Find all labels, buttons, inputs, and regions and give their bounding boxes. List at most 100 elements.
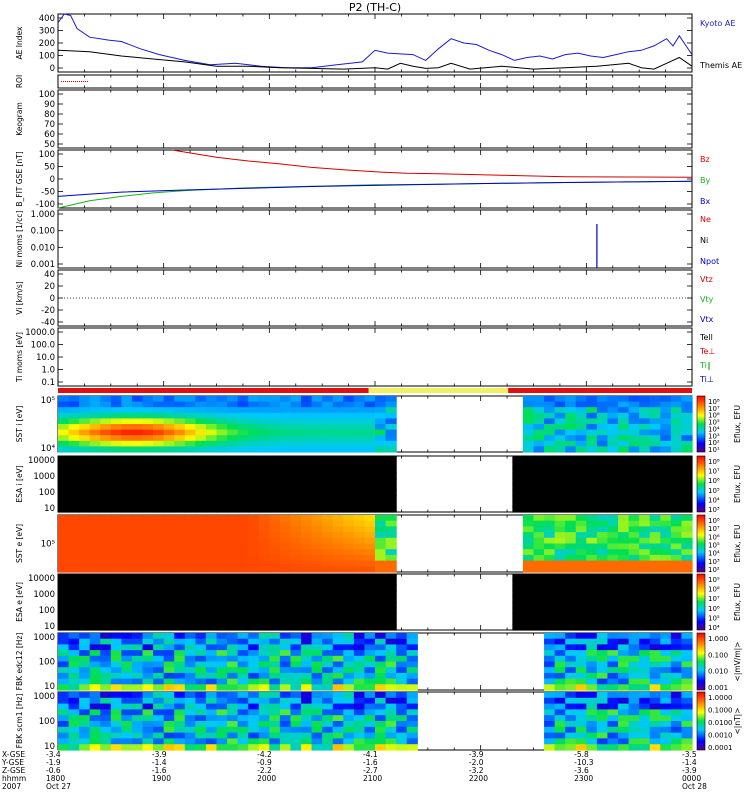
spectrogram-cell	[195, 692, 207, 699]
spectrogram-cell	[554, 435, 566, 442]
spectrogram-cell	[353, 672, 366, 680]
spectrogram-cell	[58, 602, 70, 609]
spectrogram-cell	[565, 590, 577, 597]
spectrogram-cell	[607, 526, 619, 533]
spectrogram-cell	[301, 549, 313, 556]
spectrogram-cell	[279, 721, 292, 728]
y-tick-label: 0	[50, 175, 55, 185]
spectrogram-cell	[618, 506, 630, 513]
spectrogram-cell	[301, 495, 313, 502]
spectrogram-cell	[290, 478, 302, 485]
spectrogram-cell	[375, 574, 387, 581]
spectrogram-cell	[670, 478, 683, 485]
spectrogram-cells-esa_i	[58, 456, 693, 513]
spectrogram-cell	[68, 418, 80, 425]
spectrogram-cell	[660, 495, 672, 502]
spectrogram-cell	[343, 446, 355, 453]
spectrogram-cell	[121, 633, 133, 640]
spectrogram-cell	[89, 495, 101, 502]
spectrogram-cell	[227, 672, 239, 680]
spectrogram-cell	[649, 472, 661, 479]
spectrogram-cell	[385, 515, 397, 522]
spectrogram-cell	[607, 709, 619, 716]
spectrogram-cell	[205, 560, 218, 567]
spectrogram-cell	[195, 684, 207, 691]
spectrogram-cell	[343, 661, 355, 668]
spectrogram-cell	[596, 478, 609, 485]
spectrogram-cell	[142, 515, 154, 522]
spectrogram-cell	[195, 407, 207, 414]
spectrogram-cell	[174, 515, 186, 522]
spectrogram-cell	[311, 644, 323, 651]
spectrogram-cell	[110, 435, 122, 442]
spectrogram-cell	[121, 726, 133, 734]
spectrogram-cell	[618, 585, 630, 592]
spectrogram-cell	[258, 672, 270, 680]
spectrogram-cell	[163, 435, 175, 442]
spectrogram-cell	[628, 744, 640, 751]
spectrogram-cell	[290, 678, 302, 685]
spectrogram-cell	[406, 655, 418, 663]
spectrogram-cell	[279, 401, 292, 408]
spectrogram-cell	[301, 407, 313, 414]
spectrogram-cell	[522, 478, 535, 485]
colorbar-tick-label: 0.1000	[708, 707, 733, 715]
spectrogram-cell	[163, 644, 175, 651]
spectrogram-cell	[544, 566, 556, 573]
spectrogram-cell	[153, 672, 165, 680]
spectrogram-cell	[544, 484, 556, 491]
spectrogram-cell	[58, 715, 70, 722]
spectrogram-cell	[618, 515, 630, 522]
spectrogram-cell	[311, 467, 323, 474]
spectrogram-cell	[248, 638, 260, 645]
spectrogram-cell	[163, 732, 175, 739]
spectrogram-cell	[670, 684, 683, 691]
spectrogram-cell	[681, 418, 693, 425]
spectrogram-cell	[227, 515, 239, 522]
spectrogram-cell	[174, 618, 186, 625]
spectrogram-cell	[522, 526, 535, 533]
spectrogram-cell	[607, 638, 619, 645]
spectrogram-cell	[248, 585, 260, 592]
spectrogram-cell	[79, 489, 91, 496]
spectrogram-cell	[639, 721, 651, 728]
spectrogram-cell	[618, 738, 630, 745]
panel-frame-velocity	[57, 269, 693, 327]
spectrogram-cell	[184, 732, 196, 739]
spectrogram-cell	[184, 703, 196, 710]
spectrogram-cell	[311, 560, 323, 567]
roi-bar-segment-yellow	[368, 388, 509, 393]
spectrogram-cell	[153, 638, 165, 645]
spectrogram-cell	[554, 429, 566, 436]
spectrogram-cell	[353, 684, 366, 691]
spectrogram-cell	[332, 472, 344, 479]
spectrogram-cell	[544, 532, 556, 539]
spectrogram-cell	[565, 489, 577, 496]
spectrogram-cell	[332, 495, 344, 502]
spectrogram-cell	[385, 638, 397, 645]
spectrogram-cell	[121, 461, 133, 468]
spectrogram-cell	[670, 726, 683, 734]
spectrogram-cell	[311, 543, 323, 550]
spectrogram-cell	[184, 506, 196, 513]
spectrogram-cell	[279, 446, 292, 453]
spectrogram-cell	[681, 624, 693, 631]
spectrogram-cell	[131, 472, 144, 479]
spectrogram-cell	[248, 446, 260, 453]
spectrogram-cell	[258, 644, 270, 651]
spectrogram-cell	[216, 537, 228, 545]
spectrogram-cell	[100, 738, 112, 745]
spectrogram-cell	[533, 478, 545, 485]
spectrogram-cell	[628, 715, 640, 722]
spectrogram-cell	[554, 526, 566, 533]
spectrogram-cell	[279, 500, 292, 507]
spectrogram-cell	[248, 484, 260, 491]
spectrogram-cell	[639, 484, 651, 491]
spectrogram-cell	[639, 500, 651, 507]
spectrogram-cell	[586, 602, 598, 609]
spectrogram-cell	[575, 684, 587, 691]
spectrogram-cell	[385, 738, 397, 745]
spectrogram-cell	[248, 396, 260, 403]
spectrogram-cell	[522, 412, 535, 419]
spectrogram-cell	[142, 618, 154, 625]
